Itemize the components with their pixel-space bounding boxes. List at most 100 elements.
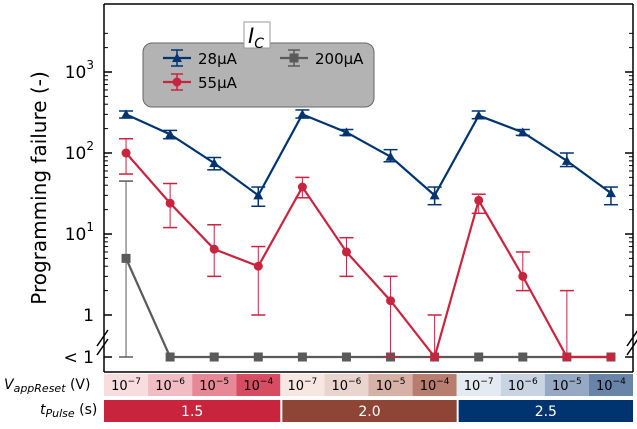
vappreset-cell: 10−6 [324, 374, 369, 396]
series-line [125, 257, 611, 359]
svg-text:10−6: 10−6 [155, 377, 185, 394]
data-point [253, 352, 263, 362]
svg-text:10−7: 10−7 [464, 377, 494, 394]
data-point [473, 110, 484, 120]
data-point [297, 109, 308, 119]
data-point [474, 195, 484, 205]
vappreset-cell: 10−6 [148, 374, 193, 396]
svg-text:10−4: 10−4 [243, 377, 273, 394]
legend-label: 55μA [198, 74, 238, 92]
svg-text:10−4: 10−4 [420, 377, 450, 394]
svg-text:10−4: 10−4 [596, 377, 626, 394]
vappreset-row: 10−7 10−6 10−5 10−4 10−7 10−6 10−5 10−4 10−7 10−6… [104, 374, 633, 396]
svg-text:2.5: 2.5 [535, 404, 557, 420]
y-tick-label: 102 [65, 139, 94, 164]
y-axis-label: Programming failure (-) [27, 71, 51, 305]
data-point [165, 129, 176, 139]
y-tick-label: 1 [83, 306, 94, 326]
data-point [297, 182, 307, 192]
tpulse-group: 2.0 [282, 400, 457, 422]
data-point [341, 247, 351, 257]
data-point [386, 296, 396, 306]
error-bar [339, 236, 354, 278]
data-point [209, 352, 219, 362]
legend-label: 200μA [315, 50, 364, 68]
tpulse-group: 1.5 [104, 400, 281, 422]
svg-text:1.5: 1.5 [181, 404, 203, 420]
legend: IC 28μA 55μA 200μA [142, 21, 375, 108]
error-bar [383, 275, 398, 358]
series-1 [119, 137, 616, 362]
vappreset-cell: 10−5 [368, 374, 413, 396]
series-2 [119, 180, 616, 362]
vappreset-cell: 10−5 [192, 374, 237, 396]
y-tick-label: < 1 [64, 348, 94, 368]
data-point [253, 261, 263, 271]
legend-title: IC [248, 24, 264, 52]
legend-item: 55μA [163, 73, 238, 92]
error-bar [119, 180, 134, 358]
legend-marker [289, 53, 299, 63]
error-bar [515, 251, 530, 292]
tpulse-label: tPulse (s) [40, 402, 97, 420]
y-tick-label: 103 [65, 58, 94, 83]
data-point [121, 148, 131, 158]
data-point [605, 188, 616, 198]
series-line [125, 152, 611, 360]
data-point [518, 271, 528, 281]
vappreset-cell: 10−6 [500, 374, 545, 396]
vappreset-cell: 10−4 [412, 374, 457, 396]
vappreset-cell: 10−4 [588, 374, 633, 396]
series-line [125, 112, 612, 198]
vappreset-cell: 10−5 [544, 374, 589, 396]
svg-text:10−5: 10−5 [376, 377, 406, 394]
data-point [474, 352, 484, 362]
data-point [121, 253, 131, 263]
tpulse-group: 2.5 [458, 400, 633, 422]
data-point [209, 244, 219, 254]
legend-item: 28μA [163, 49, 238, 68]
data-point [341, 352, 351, 362]
data-point [562, 352, 572, 362]
vappreset-cell: 10−7 [104, 374, 149, 396]
series-0 [119, 109, 618, 208]
y-ticks: 103 102 101 1 < 1 [64, 32, 633, 368]
vappreset-cell: 10−7 [456, 374, 501, 396]
axis-break-right [626, 330, 637, 356]
data-point [518, 352, 528, 362]
svg-text:10−6: 10−6 [332, 377, 362, 394]
legend-marker [172, 77, 182, 87]
data-point [121, 109, 132, 119]
svg-text:10−5: 10−5 [199, 377, 229, 394]
data-point [429, 190, 440, 200]
svg-text:10−6: 10−6 [508, 377, 538, 394]
tpulse-row: 1.5 2.0 2.5 [104, 400, 633, 422]
data-point [165, 198, 175, 208]
data-point [517, 127, 528, 137]
vappreset-cell: 10−4 [236, 374, 281, 396]
axis-break-left [96, 329, 109, 356]
series-layer [119, 109, 618, 362]
svg-text:10−5: 10−5 [552, 377, 582, 394]
svg-text:10−7: 10−7 [111, 377, 141, 394]
data-point [385, 151, 396, 161]
data-point [297, 352, 307, 362]
vappreset-cell: 10−7 [280, 374, 325, 396]
legend-label: 28μA [198, 50, 238, 68]
error-bar [251, 245, 266, 316]
legend-marker [172, 53, 182, 62]
y-tick-label: 101 [65, 220, 94, 245]
svg-text:10−7: 10−7 [287, 377, 317, 394]
data-point [341, 127, 352, 137]
data-point [606, 352, 616, 362]
data-point [430, 352, 440, 362]
legend-title-box [243, 21, 271, 49]
vappreset-label: VappReset (V) [4, 377, 90, 395]
data-point [253, 190, 264, 200]
svg-text:2.0: 2.0 [358, 404, 380, 420]
data-point [561, 155, 572, 165]
data-point [165, 352, 175, 362]
data-point [209, 158, 220, 168]
legend-item: 200μA [280, 49, 364, 68]
